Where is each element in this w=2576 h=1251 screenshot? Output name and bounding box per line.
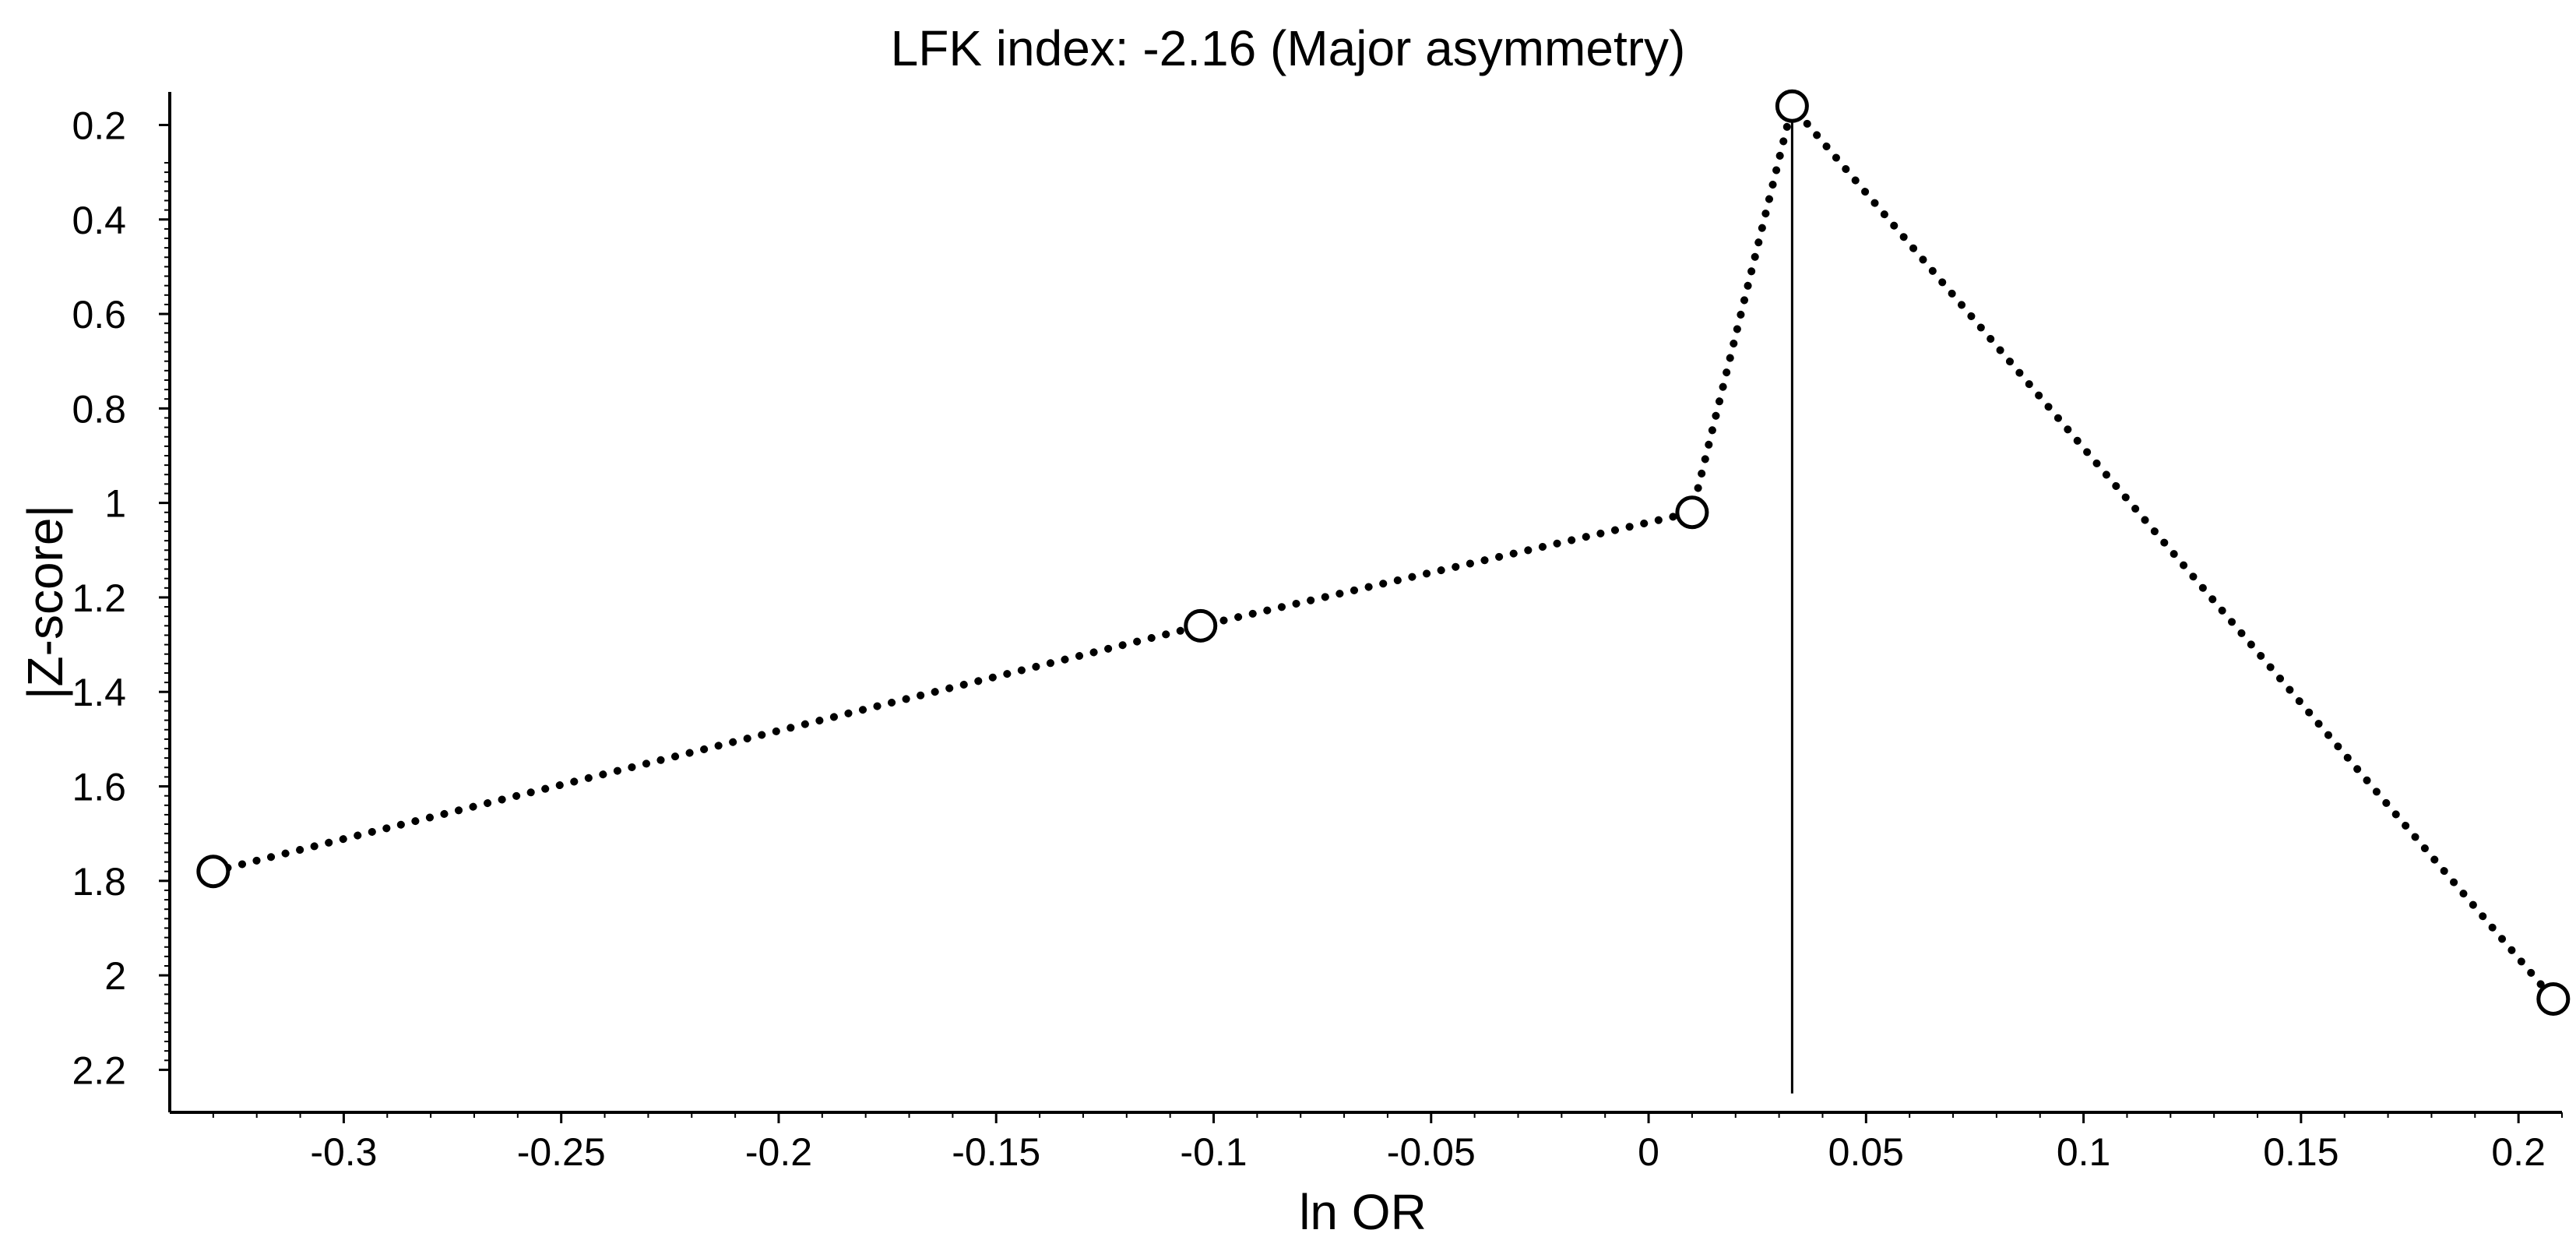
data-point [196,855,231,889]
y-tick-label: 0.6 [72,293,126,337]
y-ticks: 0.2 0.4 0.6 0.8 1 1.2 1.4 1.6 1.8 2 2.2 [72,104,170,1092]
x-tick-label: -0.3 [310,1130,377,1174]
x-tick-label: 0.05 [1828,1130,1904,1174]
x-axis-label: ln OR [1299,1184,1427,1240]
axes [168,92,2562,1114]
x-tick-label: -0.05 [1387,1130,1476,1174]
x-tick-label: -0.25 [517,1130,606,1174]
y-tick-label: 2.2 [72,1048,126,1092]
data-point [2536,981,2571,1016]
y-tick-label: 1.2 [72,576,126,620]
data-point [1775,89,1809,123]
x-tick-label: -0.2 [745,1130,812,1174]
y-tick-label: 1.6 [72,766,126,809]
y-tick-label: 1 [104,482,126,526]
x-tick-label: 0.1 [2057,1130,2111,1174]
data-points [196,89,2571,1016]
x-tick-label: 0.2 [2491,1130,2546,1174]
series-line [209,97,2557,1003]
chart-title: LFK index: -2.16 (Major asymmetry) [891,20,1686,76]
x-tick-label: 0 [1638,1130,1659,1174]
y-tick-label: 1.8 [72,860,126,904]
y-tick-label: 2 [104,954,126,998]
y-tick-label: 0.2 [72,104,126,147]
y-tick-label: 0.8 [72,387,126,431]
data-point [1184,608,1218,643]
y-tick-label: 0.4 [72,199,126,242]
x-tick-label: -0.15 [952,1130,1040,1174]
x-ticks: -0.3 -0.25 -0.2 -0.15 -0.1 -0.05 0 0.05 0.1 0.15 0… [212,1112,2563,1174]
y-axis-label: |Z-score| [17,505,73,700]
x-tick-label: -0.1 [1180,1130,1247,1174]
y-tick-label: 1.4 [72,671,126,714]
x-tick-label: 0.15 [2263,1130,2338,1174]
data-point [1675,495,1709,530]
